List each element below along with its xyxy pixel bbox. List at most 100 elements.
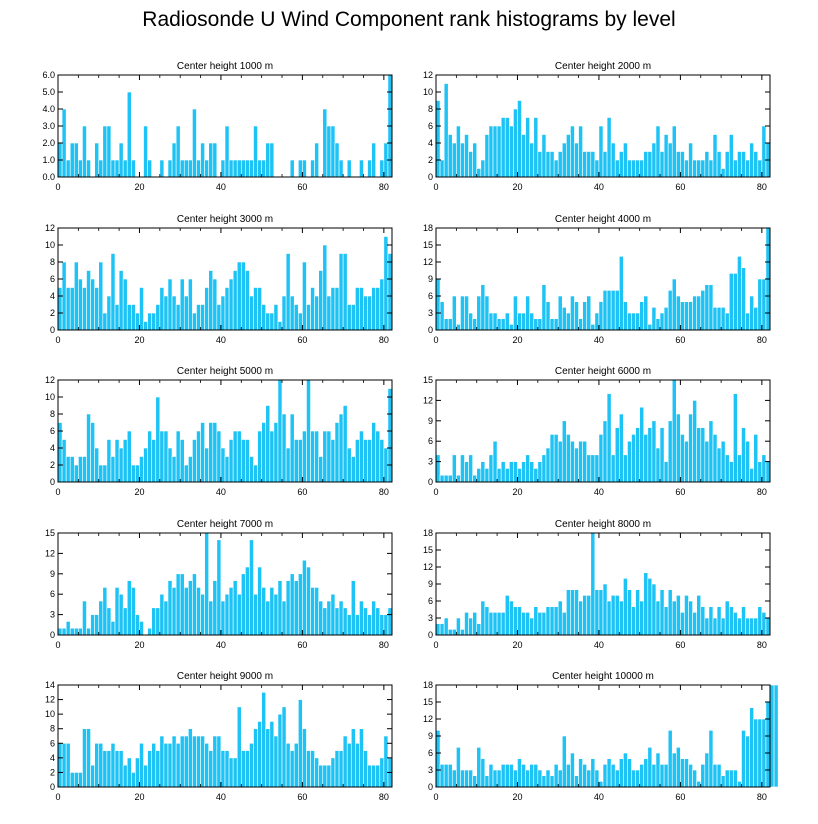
histogram-panel: Center height 7000 m 0 20 40 60 80 0 3 6 9 12 15 <box>45 519 393 650</box>
y-tick-label: 8 <box>50 409 55 419</box>
histogram-bar <box>236 159 242 178</box>
panel-title: Center height 2000 m <box>555 61 651 72</box>
histogram-bar <box>708 420 714 483</box>
histogram-bar <box>143 125 148 178</box>
histogram-bar <box>196 304 201 331</box>
histogram-bar <box>435 623 441 636</box>
histogram-bar <box>261 587 267 636</box>
histogram-bar <box>684 758 689 788</box>
histogram-bar <box>346 447 352 483</box>
histogram-bar <box>708 606 714 636</box>
histogram-bar <box>306 750 311 788</box>
histogram-bar <box>553 159 559 178</box>
y-tick-label: 0.0 <box>42 172 55 182</box>
histogram-bar <box>460 142 465 178</box>
histogram-bar <box>667 730 673 788</box>
x-tick-label: 20 <box>512 335 522 345</box>
histogram-bar <box>379 278 385 331</box>
histogram-bar <box>265 142 271 178</box>
histogram-bar <box>277 713 283 788</box>
histogram-bar <box>635 769 640 788</box>
histogram-bar <box>151 312 157 331</box>
histogram-bar <box>647 578 653 636</box>
histogram-bar <box>208 422 214 483</box>
histogram-bar <box>480 159 486 178</box>
histogram-bar <box>692 769 697 788</box>
plot-frame <box>57 532 393 636</box>
histogram-bar <box>456 747 461 788</box>
histogram-bar <box>355 614 360 636</box>
histogram-bar <box>122 764 128 788</box>
histogram-bar <box>240 750 246 788</box>
panel-title: Center height 10000 m <box>552 671 654 682</box>
histogram-bar <box>359 287 364 331</box>
histogram-bar <box>102 312 108 331</box>
histogram-bar <box>82 125 87 178</box>
histogram-bar <box>757 278 763 331</box>
histogram-bar <box>741 427 746 483</box>
histogram-bar <box>643 758 649 788</box>
x-tick-label: 0 <box>433 335 438 345</box>
histogram-bar <box>334 750 340 788</box>
x-tick-label: 20 <box>512 792 522 802</box>
histogram-bar <box>73 261 79 331</box>
histogram-bar <box>106 607 112 636</box>
y-tick-label: 3.0 <box>42 121 55 131</box>
histogram-bar <box>443 617 449 636</box>
histogram-bar <box>253 287 258 331</box>
panel-title: Center height 8000 m <box>555 519 651 530</box>
histogram-bar <box>570 125 575 178</box>
histogram-bar <box>94 142 100 178</box>
histogram-bar <box>346 304 352 331</box>
histogram-bar <box>623 454 628 483</box>
histogram-bar <box>745 312 750 331</box>
histogram-bar <box>228 587 234 636</box>
histogram-bar <box>379 614 385 636</box>
y-tick-label: 0 <box>50 782 55 792</box>
histogram-bar <box>298 699 303 788</box>
histogram-bar <box>220 447 226 483</box>
histogram-bar <box>228 757 234 788</box>
x-tick-label: 60 <box>675 640 685 650</box>
histogram-bar <box>533 468 539 483</box>
histogram-bar <box>680 758 685 788</box>
histogram-bar <box>249 742 254 788</box>
histogram-bar <box>334 422 340 483</box>
histogram-bar <box>692 159 697 178</box>
histogram-bar <box>561 735 567 788</box>
histogram-bar <box>496 125 502 178</box>
x-tick-label: 80 <box>757 792 767 802</box>
histogram-bar <box>147 430 152 483</box>
histogram-bar <box>753 434 759 483</box>
histogram-bar <box>216 735 222 788</box>
histogram-bar <box>86 270 91 331</box>
histogram-bar <box>126 430 132 483</box>
histogram-bar <box>549 318 555 331</box>
histogram-bar <box>322 764 328 788</box>
histogram-bar <box>680 434 685 483</box>
histogram-bar <box>745 440 750 483</box>
y-tick-label: 10 <box>423 87 433 97</box>
histogram-bar <box>65 159 71 178</box>
histogram-bar <box>188 456 193 483</box>
histogram-bar <box>749 468 755 483</box>
histogram-bar <box>106 439 112 483</box>
histogram-bar <box>135 312 140 331</box>
histogram-bar <box>549 606 555 636</box>
y-tick-label: 9 <box>50 569 55 579</box>
histogram-bar <box>90 278 95 331</box>
histogram-bar <box>651 307 657 331</box>
histogram-bar <box>277 379 283 483</box>
histogram-bar <box>298 159 303 178</box>
histogram-bar <box>598 781 604 788</box>
histogram-bar <box>517 758 522 788</box>
histogram-bar <box>439 159 445 178</box>
histogram-bar <box>69 287 75 331</box>
histogram-bar <box>500 117 506 178</box>
y-tick-label: 10 <box>45 392 55 402</box>
histogram-bar <box>651 420 657 483</box>
y-tick-label: 5.0 <box>42 87 55 97</box>
histogram-bar <box>476 295 482 331</box>
histogram-bar <box>61 627 67 636</box>
histogram-bar <box>586 595 592 636</box>
